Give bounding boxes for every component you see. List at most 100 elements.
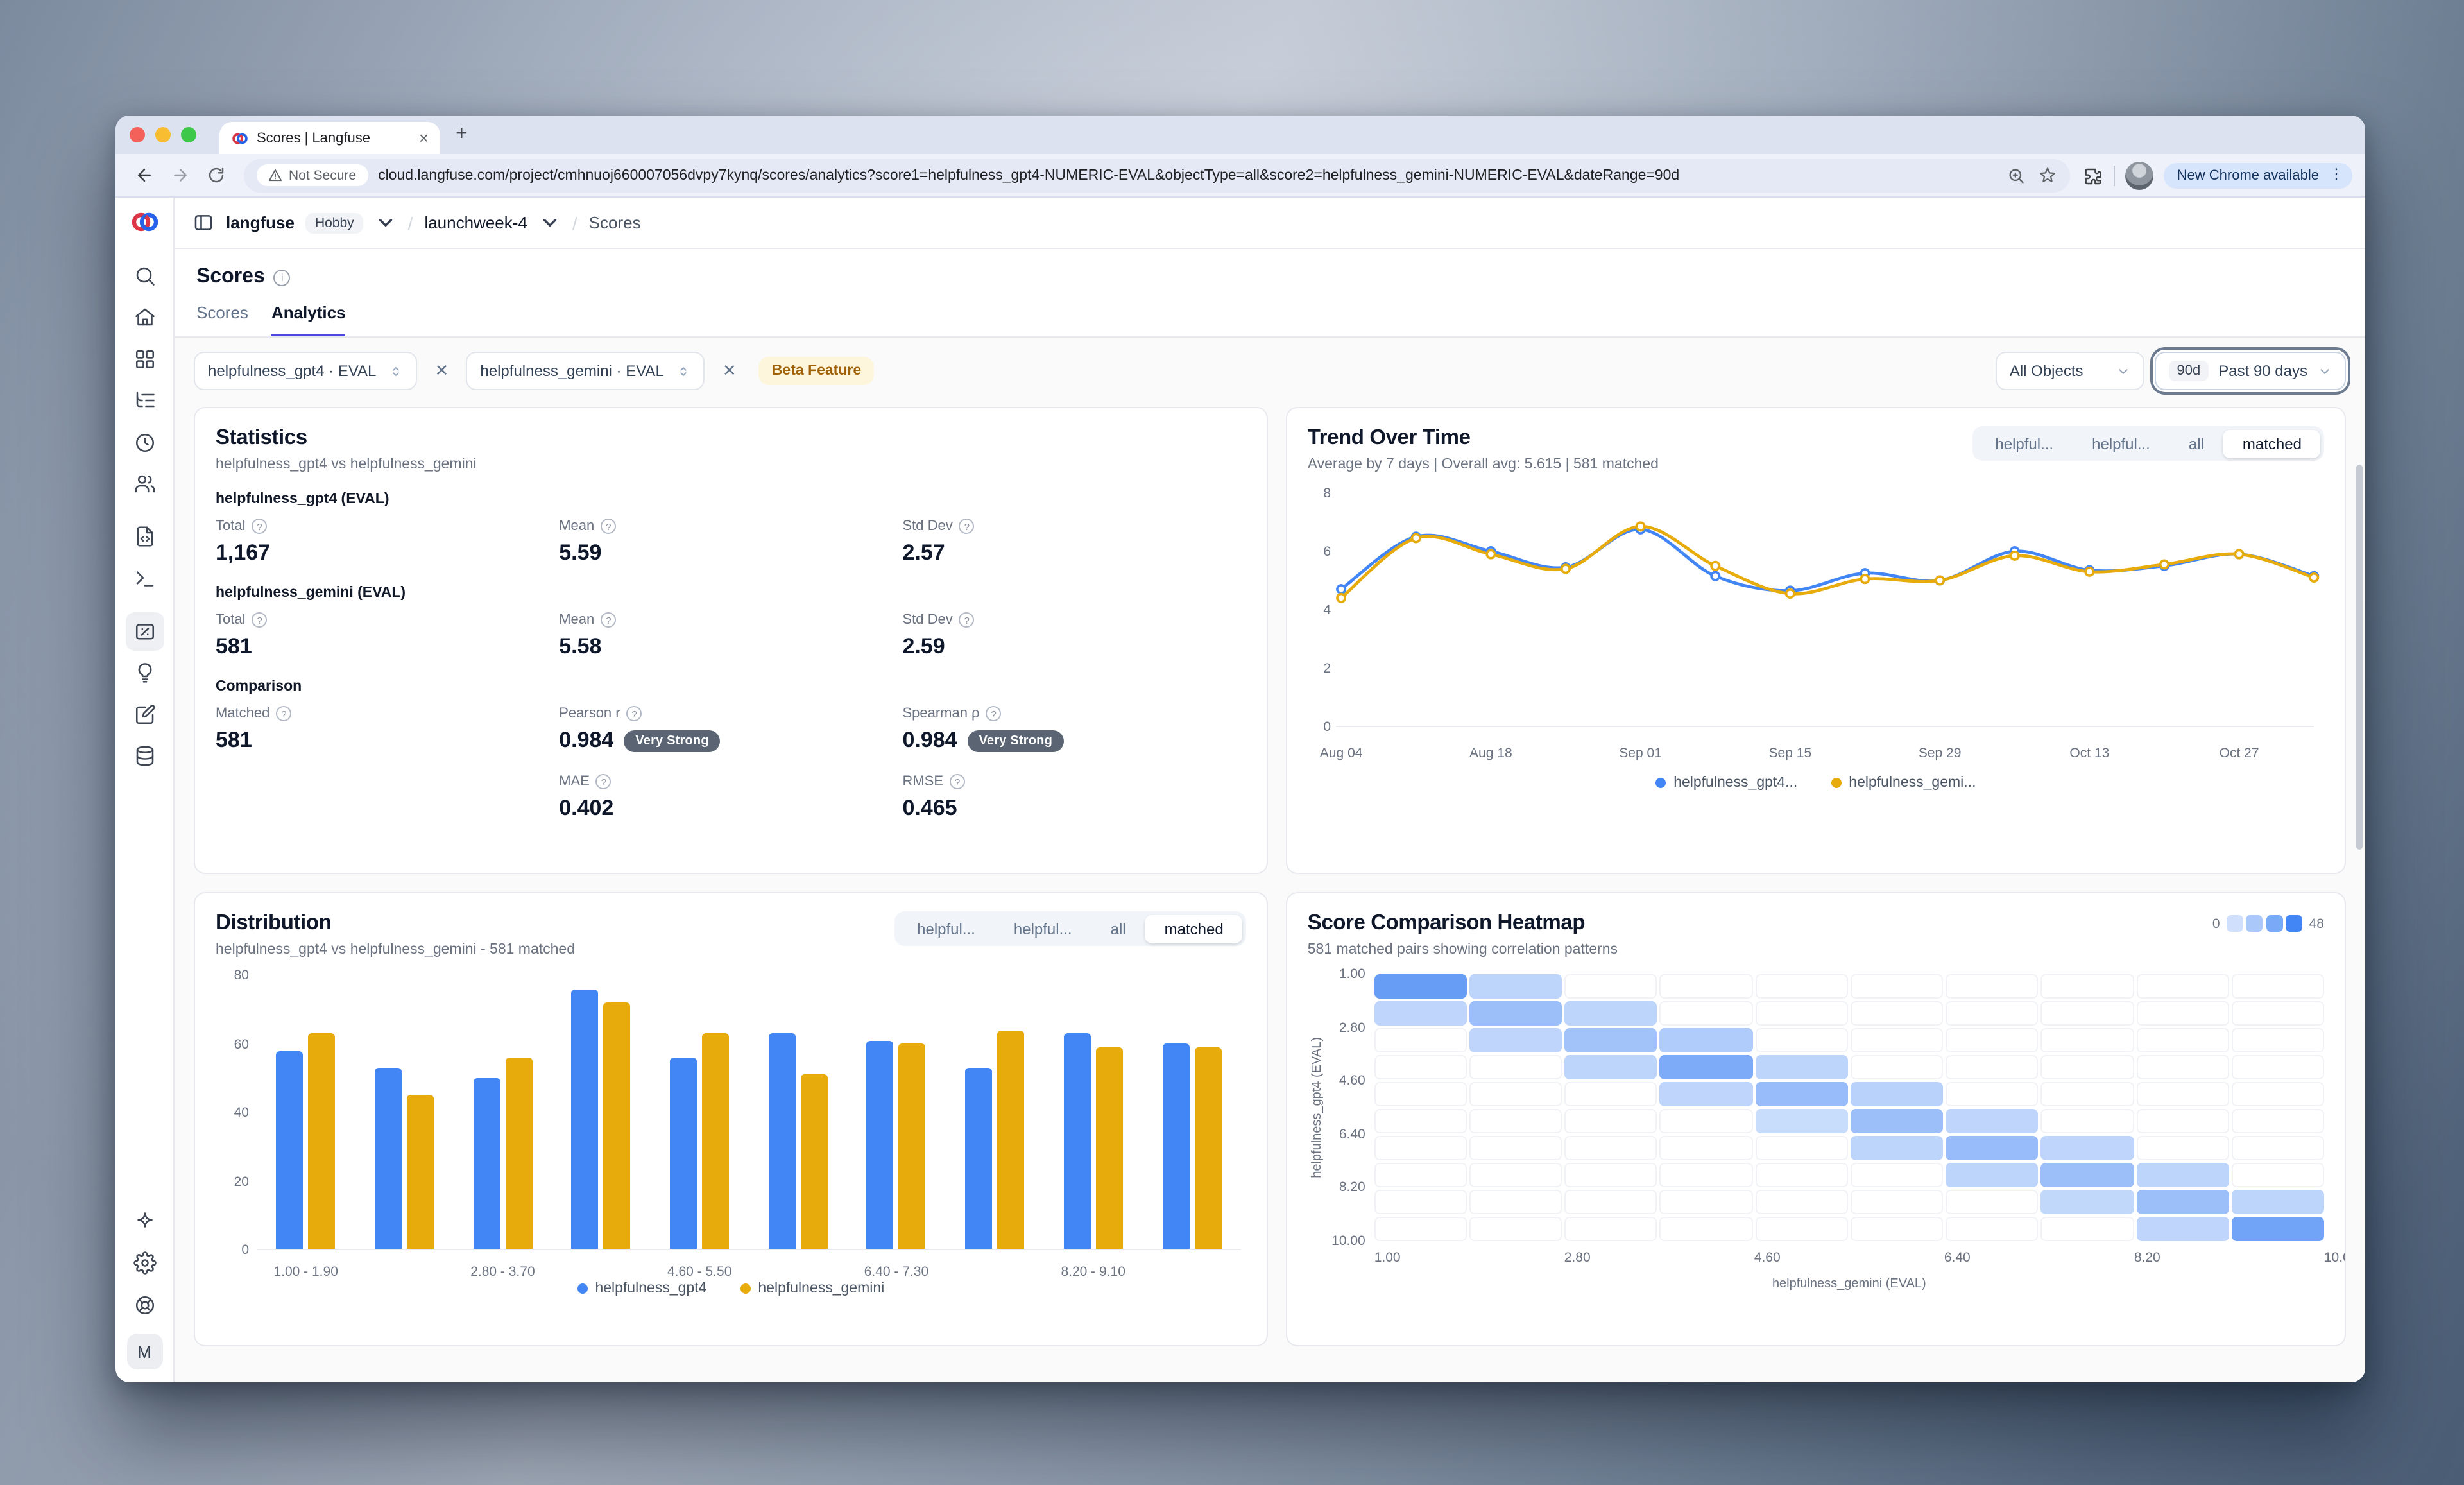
stat-mean: Mean? 5.59 — [559, 519, 902, 566]
scrollbar[interactable] — [2356, 465, 2363, 850]
back-button[interactable] — [128, 160, 159, 191]
x-tick-label — [1142, 1258, 1240, 1278]
help-icon[interactable]: ? — [950, 774, 966, 789]
bar-helpfulness_gemini-5[interactable] — [800, 1074, 828, 1249]
sidebar-item-playground[interactable] — [125, 559, 164, 597]
score1-select[interactable]: helpfulness_gpt4 · EVAL — [194, 352, 418, 390]
chart-tab-helpful-1[interactable]: helpful... — [2073, 429, 2169, 458]
score2-select[interactable]: helpfulness_gemini · EVAL — [466, 352, 705, 390]
tab-scores[interactable]: Scores — [196, 303, 248, 322]
y-tick-label: 40 — [234, 1105, 249, 1120]
extensions-icon[interactable] — [2083, 165, 2104, 185]
sidebar-item-settings[interactable] — [125, 1244, 164, 1282]
bar-helpfulness_gemini-1[interactable] — [407, 1095, 434, 1249]
zoom-icon[interactable] — [2008, 166, 2026, 184]
help-icon[interactable]: ? — [601, 612, 617, 628]
project-name[interactable]: launchweek-4 — [424, 213, 527, 232]
sidebar-item-search[interactable] — [125, 256, 164, 295]
help-icon[interactable]: ? — [959, 612, 975, 628]
heatmap-cell-3-0 — [1374, 1055, 1467, 1079]
bar-helpfulness_gpt4-9[interactable] — [1162, 1043, 1190, 1249]
bar-helpfulness_gemini-0[interactable] — [308, 1033, 336, 1249]
bookmark-star-icon[interactable] — [2039, 166, 2058, 185]
bar-helpfulness_gpt4-5[interactable] — [768, 1033, 796, 1249]
maximize-window-button[interactable] — [181, 127, 196, 142]
security-chip[interactable]: Not Secure — [257, 164, 368, 186]
help-icon[interactable]: ? — [252, 612, 268, 628]
tab-analytics[interactable]: Analytics — [271, 303, 346, 336]
bar-helpfulness_gpt4-8[interactable] — [1063, 1033, 1091, 1249]
chart-tab-matched-3[interactable]: matched — [1145, 914, 1243, 943]
bar-helpfulness_gpt4-0[interactable] — [276, 1051, 304, 1249]
sidebar-item-annotation[interactable] — [125, 695, 164, 734]
browser-profile-avatar[interactable] — [2125, 161, 2154, 189]
help-icon[interactable]: ? — [959, 519, 975, 534]
bar-helpfulness_gemini-4[interactable] — [702, 1033, 730, 1249]
forward-button[interactable] — [164, 160, 195, 191]
help-icon[interactable]: ? — [595, 774, 612, 789]
browser-menu-icon[interactable]: ⋮ — [2329, 167, 2343, 183]
bar-helpfulness_gemini-7[interactable] — [997, 1030, 1025, 1249]
bar-helpfulness_gemini-3[interactable] — [603, 1002, 631, 1249]
score2-remove-button[interactable]: ✕ — [722, 361, 737, 380]
minimize-window-button[interactable] — [155, 127, 171, 142]
bar-helpfulness_gemini-6[interactable] — [898, 1043, 926, 1249]
help-icon[interactable]: ? — [626, 706, 642, 721]
help-icon[interactable]: ? — [601, 519, 617, 534]
stat-spearman-: Spearman ρ? 0.984 Very Strong — [902, 706, 1245, 753]
bar-helpfulness_gpt4-7[interactable] — [965, 1067, 993, 1249]
heatmap-cell-0-0 — [1374, 974, 1467, 999]
bar-helpfulness_gpt4-4[interactable] — [670, 1057, 697, 1249]
sidebar-item-prompts[interactable] — [125, 517, 164, 556]
chrome-update-button[interactable]: New Chrome available ⋮ — [2164, 162, 2352, 188]
sidebar-item-users[interactable] — [125, 465, 164, 503]
bar-helpfulness_gpt4-3[interactable] — [571, 989, 599, 1249]
chart-tab-all-2[interactable]: all — [2169, 429, 2223, 458]
bar-helpfulness_gpt4-1[interactable] — [375, 1067, 402, 1249]
y-tick-label: 20 — [234, 1174, 249, 1189]
chart-tab-helpful-0[interactable]: helpful... — [898, 914, 995, 943]
bar-helpfulness_gemini-8[interactable] — [1095, 1047, 1123, 1249]
sidebar-item-evaluation[interactable] — [125, 653, 164, 692]
url-bar[interactable]: Not Secure cloud.langfuse.com/project/cm… — [244, 159, 2071, 192]
sidebar-item-whats-new[interactable] — [125, 1202, 164, 1240]
chevron-down-icon[interactable] — [539, 212, 561, 234]
date-range-select[interactable]: 90d Past 90 days — [2155, 352, 2346, 390]
score1-remove-button[interactable]: ✕ — [434, 361, 449, 380]
heatmap-cell-5-3 — [1659, 1109, 1753, 1133]
chart-tab-matched-3[interactable]: matched — [2223, 429, 2321, 458]
bar-helpfulness_gpt4-2[interactable] — [473, 1077, 501, 1249]
sidebar-item-home[interactable] — [125, 298, 164, 336]
help-icon[interactable]: ? — [252, 519, 268, 534]
chart-tab-helpful-0[interactable]: helpful... — [1976, 429, 2073, 458]
new-tab-button[interactable]: + — [456, 123, 468, 145]
object-type-select[interactable]: All Objects — [1995, 352, 2145, 390]
sidebar-item-tracing[interactable] — [125, 381, 164, 420]
info-icon[interactable]: i — [273, 269, 291, 286]
sidebar-item-support[interactable] — [125, 1285, 164, 1324]
user-avatar[interactable]: M — [126, 1334, 162, 1369]
org-name[interactable]: langfuse — [226, 213, 295, 232]
stat-empty — [216, 774, 559, 821]
chevron-down-icon[interactable] — [375, 212, 397, 234]
bar-helpfulness_gpt4-6[interactable] — [866, 1040, 894, 1249]
bar-helpfulness_gemini-2[interactable] — [505, 1057, 533, 1249]
sidebar-item-sessions[interactable] — [125, 423, 164, 461]
chart-tab-helpful-1[interactable]: helpful... — [995, 914, 1091, 943]
sidebar-item-dashboards[interactable] — [125, 339, 164, 378]
close-window-button[interactable] — [130, 127, 145, 142]
help-icon[interactable]: ? — [986, 706, 1002, 721]
sidebar-item-datasets[interactable] — [125, 737, 164, 775]
clock-icon — [135, 433, 154, 452]
sidebar-toggle-icon[interactable] — [193, 212, 214, 234]
heatmap-cell-9-1 — [1469, 1217, 1562, 1241]
help-icon[interactable]: ? — [276, 706, 292, 721]
browser-tab[interactable]: Scores | Langfuse × — [219, 122, 440, 154]
sidebar-item-scores[interactable] — [125, 612, 164, 650]
reload-button[interactable] — [200, 160, 231, 191]
breadcrumb-page[interactable]: Scores — [588, 213, 641, 232]
chart-tab-all-2[interactable]: all — [1091, 914, 1145, 943]
tab-close-icon[interactable]: × — [418, 128, 429, 148]
bar-helpfulness_gemini-9[interactable] — [1194, 1047, 1222, 1249]
heatmap-cell-3-4 — [1755, 1055, 1848, 1079]
